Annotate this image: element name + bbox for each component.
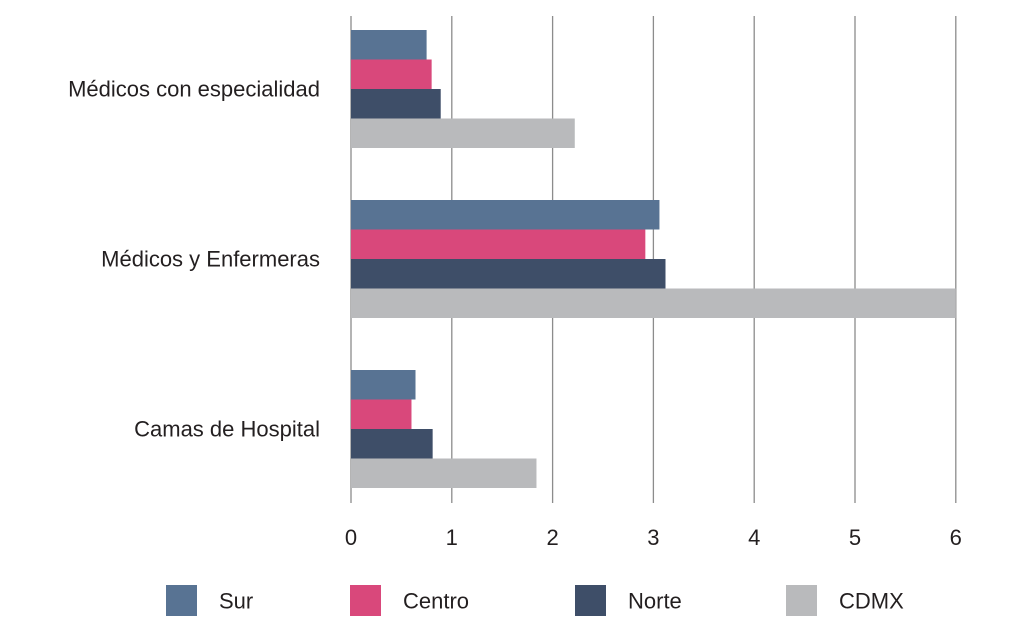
legend-label: Centro: [403, 589, 469, 614]
legend-label: CDMX: [839, 589, 904, 614]
category-label: Médicos y Enfermeras: [101, 247, 320, 272]
x-tick-label: 1: [446, 525, 458, 550]
bar: [351, 30, 427, 60]
x-tick-label: 0: [345, 525, 357, 550]
category-labels: Médicos con especialidad Médicos y Enferm…: [68, 77, 320, 442]
x-tick-label: 6: [950, 525, 962, 550]
bars: [351, 30, 956, 488]
bar: [351, 429, 433, 459]
bar: [351, 458, 537, 488]
x-axis-tick-labels: 0 1 2 3 4 5 6: [345, 525, 962, 550]
bar: [351, 259, 666, 289]
legend-swatch: [786, 585, 817, 616]
bar: [351, 89, 441, 119]
x-tick-label: 4: [748, 525, 760, 550]
category-label: Médicos con especialidad: [68, 77, 320, 102]
legend-swatch: [575, 585, 606, 616]
x-tick-label: 2: [546, 525, 558, 550]
bar: [351, 399, 412, 429]
legend-swatch: [350, 585, 381, 616]
legend: Sur Centro Norte CDMX: [166, 585, 904, 616]
bar: [351, 200, 660, 230]
bar: [351, 59, 432, 89]
legend-label: Norte: [628, 589, 682, 614]
category-label: Camas de Hospital: [134, 417, 320, 442]
legend-label: Sur: [219, 589, 253, 614]
bar: [351, 229, 646, 259]
x-tick-label: 5: [849, 525, 861, 550]
x-tick-label: 3: [647, 525, 659, 550]
bar: [351, 370, 416, 400]
bar: [351, 118, 575, 148]
legend-swatch: [166, 585, 197, 616]
bar: [351, 288, 956, 318]
